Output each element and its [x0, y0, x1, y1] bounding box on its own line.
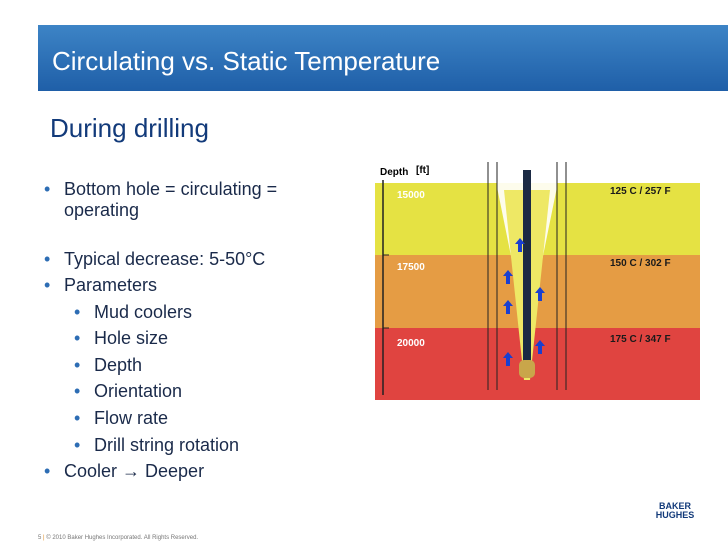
temperature-label: 175 C / 347 F — [610, 334, 671, 345]
bullet: Cooler → Deeper — [44, 461, 334, 482]
bullet: Bottom hole = circulating = operating — [44, 179, 334, 221]
logo: BAKER HUGHES — [655, 501, 695, 520]
bullet: Orientation — [74, 381, 334, 402]
footer: 5 | © 2010 Baker Hughes Incorporated. Al… — [38, 535, 199, 541]
bullet: Parameters — [44, 275, 334, 296]
bullet: Depth — [74, 355, 334, 376]
title: Circulating vs. Static Temperature — [52, 46, 441, 76]
bullet: Hole size — [74, 328, 334, 349]
bullet: Typical decrease: 5-50°C — [44, 249, 334, 270]
temperature-label: 125 C / 257 F — [610, 186, 671, 197]
depth-label-value: 20000 — [397, 338, 425, 349]
page-number: 5 — [38, 535, 42, 541]
copyright: © 2010 Baker Hughes Incorporated. All Ri… — [46, 535, 199, 541]
temperature-label: 150 C / 302 F — [610, 258, 671, 269]
depth-label: Depth — [380, 167, 408, 178]
depth-label-value: 17500 — [397, 262, 425, 273]
subtitle: During drilling — [50, 113, 209, 143]
bullet: Mud coolers — [74, 302, 334, 323]
bullet-list: Bottom hole = circulating = operating Typ… — [44, 174, 334, 482]
bullet: Flow rate — [74, 408, 334, 429]
depth-unit: [ft] — [416, 165, 429, 176]
title-bar — [38, 25, 728, 91]
depth-label-value: 15000 — [397, 190, 425, 201]
bullet: Drill string rotation — [74, 435, 334, 456]
